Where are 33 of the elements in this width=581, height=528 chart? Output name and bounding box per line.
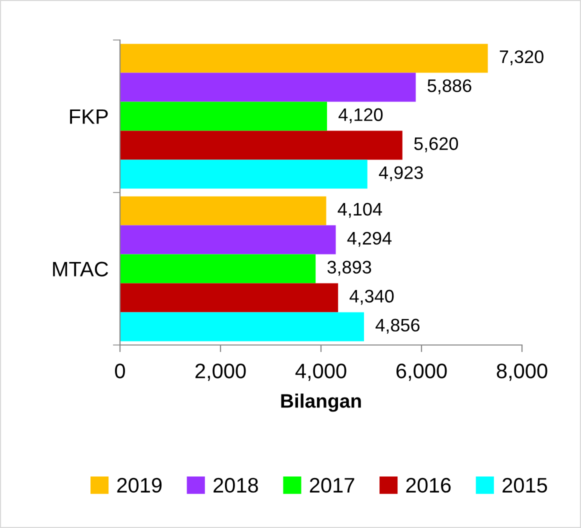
legend-label: 2016 [406, 478, 451, 493]
x-tick-label: 0 [115, 364, 125, 378]
data-label: 4,104 [338, 202, 382, 218]
data-label: 4,923 [378, 166, 423, 182]
bar [120, 44, 488, 73]
bar [120, 160, 368, 189]
x-tick-label: 4,000 [295, 364, 346, 381]
legend-label: 2017 [310, 478, 354, 493]
data-label: 5,886 [428, 79, 472, 94]
x-axis-title: Bilangan [281, 394, 361, 412]
legend-label: 2015 [502, 478, 548, 493]
bar [120, 225, 336, 254]
data-label: 3,893 [327, 260, 372, 276]
x-tick-label: 8,000 [496, 364, 548, 381]
data-label: 4,340 [350, 290, 394, 305]
x-tick-label: 6,000 [396, 364, 447, 381]
x-tick-label: 2,000 [195, 364, 246, 381]
data-label: 7,320 [500, 50, 544, 66]
data-label: 4,856 [376, 318, 420, 334]
data-label: 4,294 [347, 232, 392, 247]
data-label: 5,620 [414, 137, 458, 152]
bar [120, 312, 364, 342]
y-tick-label: FKP [70, 109, 108, 124]
bar [120, 196, 326, 226]
bar [120, 72, 416, 102]
y-tick-label: MTAC [53, 262, 108, 277]
bar [120, 102, 328, 131]
bar [120, 283, 338, 312]
data-label: 4,120 [338, 108, 383, 124]
bar [120, 130, 402, 160]
legend-label: 2019 [117, 478, 162, 493]
legend-label: 2018 [214, 478, 258, 493]
bar [120, 254, 316, 284]
